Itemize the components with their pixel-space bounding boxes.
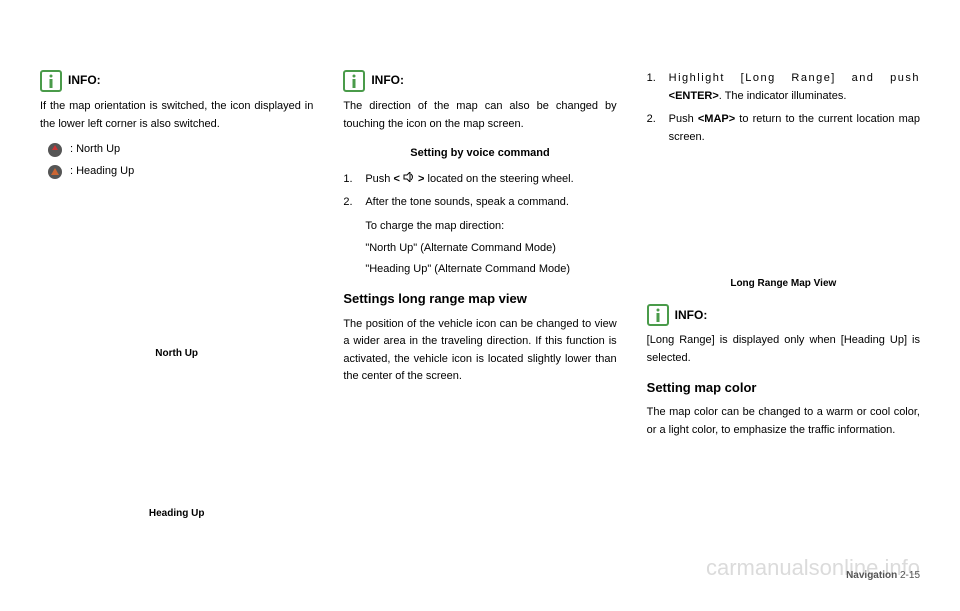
step-number: 1. bbox=[647, 70, 669, 105]
footer-page: 2-15 bbox=[900, 570, 920, 581]
step-detail: To charge the map direction: bbox=[343, 218, 616, 236]
paragraph: The map color can be changed to a warm o… bbox=[647, 404, 920, 439]
info-icon bbox=[343, 70, 365, 92]
paragraph: If the map orientation is switched, the … bbox=[40, 98, 313, 133]
step-text: After the tone sounds, speak a command. bbox=[365, 194, 616, 212]
heading-map-color: Setting map color bbox=[647, 378, 920, 399]
step-detail: "Heading Up" (Alternate Command Mode) bbox=[343, 261, 616, 279]
step-detail: "North Up" (Alternate Command Mode) bbox=[343, 240, 616, 258]
step-2: 2. After the tone sounds, speak a comman… bbox=[343, 194, 616, 212]
info-label: INFO: bbox=[68, 71, 101, 90]
paragraph: The direction of the map can also be cha… bbox=[343, 98, 616, 133]
footer-section: Navigation bbox=[846, 570, 897, 581]
long-range-steps: 1. Highlight [Long Range] and push <ENTE… bbox=[647, 70, 920, 146]
step-text: Highlight [Long Range] and push <ENTER>.… bbox=[669, 70, 920, 105]
image-spacer bbox=[40, 184, 313, 334]
caption-north-up: North Up bbox=[40, 346, 313, 362]
talk-icon bbox=[403, 172, 415, 182]
step-text: Push <MAP> to return to the current loca… bbox=[669, 111, 920, 146]
north-up-icon bbox=[48, 143, 62, 157]
info-header: INFO: bbox=[647, 304, 920, 326]
image-spacer bbox=[40, 374, 313, 494]
heading-up-icon bbox=[48, 165, 62, 179]
info-header: INFO: bbox=[40, 70, 313, 92]
manual-page: INFO: If the map orientation is switched… bbox=[0, 0, 960, 564]
step-1: 1. Highlight [Long Range] and push <ENTE… bbox=[647, 70, 920, 105]
subheading-voice: Setting by voice command bbox=[343, 145, 616, 163]
paragraph: [Long Range] is displayed only when [Hea… bbox=[647, 332, 920, 367]
step-2: 2. Push <MAP> to return to the current l… bbox=[647, 111, 920, 146]
column-2: INFO: The direction of the map can also … bbox=[343, 70, 616, 534]
heading-up-line: : Heading Up bbox=[40, 163, 313, 181]
info-header: INFO: bbox=[343, 70, 616, 92]
page-footer: Navigation 2-15 bbox=[846, 570, 920, 581]
column-3: 1. Highlight [Long Range] and push <ENTE… bbox=[647, 70, 920, 534]
info-label: INFO: bbox=[371, 71, 404, 90]
step-text: Push < > located on the steering wheel. bbox=[365, 171, 616, 189]
info-label: INFO: bbox=[675, 306, 708, 325]
info-icon bbox=[647, 304, 669, 326]
north-up-text: : North Up bbox=[70, 141, 120, 159]
step-number: 2. bbox=[343, 194, 365, 212]
north-up-line: : North Up bbox=[40, 141, 313, 159]
heading-up-text: : Heading Up bbox=[70, 163, 134, 181]
caption-heading-up: Heading Up bbox=[40, 506, 313, 522]
heading-long-range: Settings long range map view bbox=[343, 289, 616, 310]
column-1: INFO: If the map orientation is switched… bbox=[40, 70, 313, 534]
step-1: 1. Push < > located on the steering whee… bbox=[343, 171, 616, 189]
caption-long-range: Long Range Map View bbox=[647, 276, 920, 292]
image-spacer bbox=[647, 154, 920, 264]
voice-steps: 1. Push < > located on the steering whee… bbox=[343, 171, 616, 212]
info-icon bbox=[40, 70, 62, 92]
step-number: 1. bbox=[343, 171, 365, 189]
step-number: 2. bbox=[647, 111, 669, 146]
paragraph: The position of the vehicle icon can be … bbox=[343, 316, 616, 386]
